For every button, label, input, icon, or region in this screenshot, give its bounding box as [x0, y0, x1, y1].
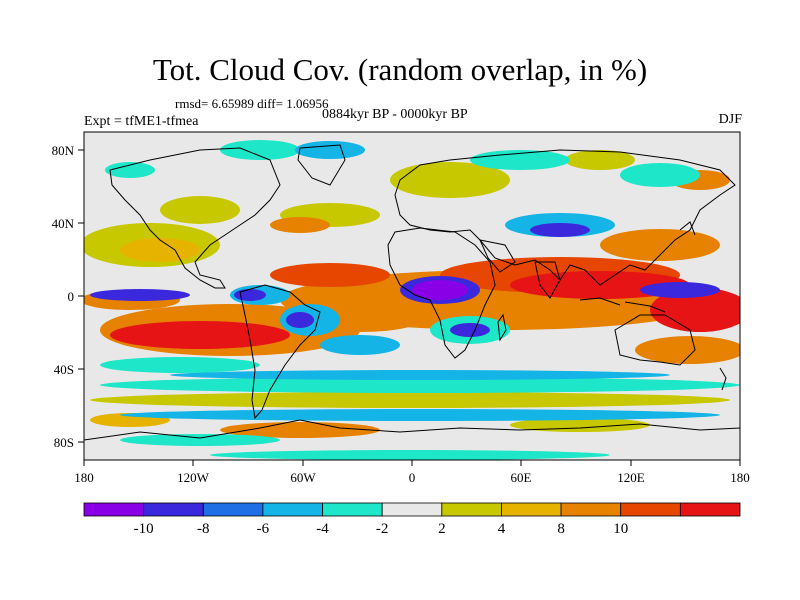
colorbar-label: -4	[316, 521, 329, 537]
rmsd-diff-stats: rmsd= 6.65989 diff= 1.06956	[175, 96, 329, 111]
lat-tick-label: 80N	[52, 143, 75, 158]
lon-tick-label: 60W	[290, 470, 316, 485]
colorbar-label: 8	[557, 521, 565, 537]
colorbar-swatch	[262, 502, 323, 517]
experiment-label: Expt = tfME1-tfmea	[84, 114, 199, 129]
season-label: DJF	[718, 112, 742, 127]
colorbar-swatch	[83, 502, 145, 517]
colorbar-swatch	[143, 502, 204, 517]
lon-tick-label: 0	[409, 470, 416, 485]
map-panel	[84, 132, 740, 460]
colorbar-swatch	[620, 502, 681, 517]
colorbar-label: -10	[134, 521, 154, 537]
lon-tick-label: 120E	[617, 470, 645, 485]
coastlines	[84, 144, 740, 441]
colorbar-swatch	[381, 502, 443, 517]
colorbar-swatch	[560, 502, 622, 517]
colorbar-label: -2	[376, 521, 389, 537]
lon-tick-label: 120W	[177, 470, 210, 485]
lat-tick-label: 0	[68, 289, 75, 304]
lon-tick-label: 180	[74, 470, 94, 485]
colorbar-label: 4	[498, 521, 506, 537]
colorbar-label: 10	[613, 521, 628, 537]
colorbar-label: -6	[257, 521, 270, 537]
lat-tick-label: 80S	[54, 435, 74, 450]
colorbar-swatch	[679, 502, 741, 517]
lon-tick-labels: 180 120W 60W 0 60E 120E 180	[74, 470, 750, 485]
lon-tick-label: 180	[730, 470, 750, 485]
lat-axis	[78, 149, 84, 443]
lon-tick-label: 60E	[511, 470, 532, 485]
colorbar-label: 2	[438, 521, 446, 537]
colorbar-labels: -10 -8 -6 -4 -2 2 4 8 10	[134, 521, 629, 537]
lon-axis	[83, 460, 741, 466]
colorbar	[83, 502, 741, 517]
lat-tick-label: 40S	[54, 362, 74, 377]
lat-tick-labels: 80N 40N 0 40S 80S	[52, 143, 75, 450]
colorbar-swatch	[322, 502, 383, 517]
colorbar-label: -8	[197, 521, 210, 537]
colorbar-swatch	[202, 502, 264, 517]
colorbar-swatch	[501, 502, 562, 517]
colorbar-swatch	[441, 502, 502, 517]
map-title: Tot. Cloud Cov. (random overlap, in %)	[152, 52, 648, 87]
time-period-label: 0884kyr BP - 0000kyr BP	[322, 107, 468, 122]
lat-tick-label: 40N	[52, 216, 75, 231]
